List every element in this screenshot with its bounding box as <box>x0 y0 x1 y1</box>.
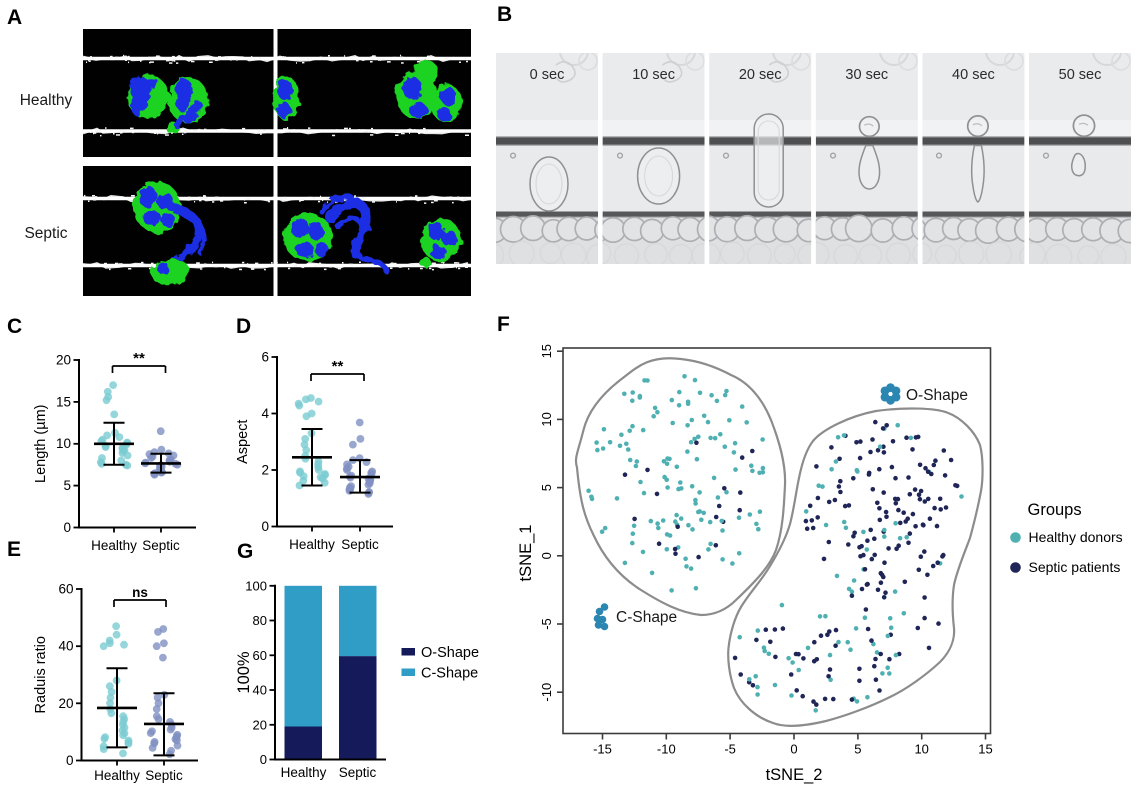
svg-text:B: B <box>497 3 512 26</box>
svg-text:Septic: Septic <box>339 765 377 780</box>
svg-text:0: 0 <box>66 753 74 768</box>
svg-text:100%: 100% <box>235 651 253 694</box>
svg-text:Aspect: Aspect <box>235 420 251 464</box>
svg-text:40: 40 <box>253 683 267 698</box>
svg-text:C-Shape: C-Shape <box>421 666 478 682</box>
svg-text:Groups: Groups <box>1028 501 1082 519</box>
svg-text:6: 6 <box>261 350 269 365</box>
svg-text:30 sec: 30 sec <box>845 67 888 83</box>
svg-text:10: 10 <box>539 412 554 426</box>
svg-text:-5: -5 <box>724 742 736 757</box>
svg-text:Healthy: Healthy <box>281 765 327 780</box>
svg-text:50 sec: 50 sec <box>1059 67 1102 83</box>
svg-text:G: G <box>237 540 253 563</box>
svg-text:Length (µm): Length (µm) <box>33 405 49 483</box>
svg-text:Septic: Septic <box>145 768 183 783</box>
svg-text:Healthy: Healthy <box>94 768 140 783</box>
svg-text:A: A <box>7 6 22 29</box>
svg-text:-10: -10 <box>539 683 554 702</box>
svg-text:0: 0 <box>790 742 797 757</box>
svg-text:Septic: Septic <box>341 537 379 552</box>
svg-text:Healthy donors: Healthy donors <box>1029 529 1123 545</box>
svg-text:0 sec: 0 sec <box>530 67 565 83</box>
svg-text:Septic patients: Septic patients <box>1029 559 1121 575</box>
svg-text:C: C <box>7 315 22 338</box>
svg-text:15: 15 <box>539 344 554 358</box>
svg-text:ns: ns <box>132 585 148 600</box>
svg-text:0: 0 <box>260 752 267 767</box>
svg-text:F: F <box>497 313 510 336</box>
svg-text:40 sec: 40 sec <box>952 67 995 83</box>
svg-text:20: 20 <box>253 717 267 732</box>
svg-text:tSNE_1: tSNE_1 <box>517 525 535 582</box>
svg-text:O-Shape: O-Shape <box>906 387 968 404</box>
svg-text:**: ** <box>332 358 344 375</box>
svg-text:tSNE_2: tSNE_2 <box>766 766 823 784</box>
svg-text:O-Shape: O-Shape <box>421 645 479 661</box>
svg-text:2: 2 <box>261 463 269 478</box>
svg-text:100: 100 <box>245 578 267 593</box>
svg-text:Healthy: Healthy <box>289 537 335 552</box>
svg-text:Septic: Septic <box>142 538 180 553</box>
svg-text:15: 15 <box>56 394 71 409</box>
svg-text:5: 5 <box>854 742 861 757</box>
svg-text:10: 10 <box>56 436 71 451</box>
svg-text:80: 80 <box>253 613 267 628</box>
svg-text:40: 40 <box>58 639 73 654</box>
svg-text:-10: -10 <box>657 742 676 757</box>
svg-text:0: 0 <box>261 519 269 534</box>
svg-text:Septic: Septic <box>24 225 67 242</box>
svg-text:20: 20 <box>56 353 71 368</box>
svg-text:20 sec: 20 sec <box>739 67 782 83</box>
svg-text:**: ** <box>133 350 145 367</box>
svg-text:-5: -5 <box>539 618 554 630</box>
svg-text:0: 0 <box>539 552 554 559</box>
svg-text:E: E <box>7 538 21 561</box>
svg-text:10: 10 <box>914 742 928 757</box>
svg-text:10 sec: 10 sec <box>632 67 675 83</box>
svg-text:60: 60 <box>253 648 267 663</box>
svg-text:5: 5 <box>539 484 554 491</box>
svg-text:Raduis ratio: Raduis ratio <box>33 636 49 713</box>
svg-text:15: 15 <box>978 742 992 757</box>
svg-text:-15: -15 <box>593 742 612 757</box>
svg-text:20: 20 <box>58 696 73 711</box>
svg-text:4: 4 <box>261 406 269 421</box>
svg-text:5: 5 <box>63 478 71 493</box>
svg-text:Healthy: Healthy <box>91 538 137 553</box>
svg-text:D: D <box>236 315 251 338</box>
svg-text:Healthy: Healthy <box>20 92 73 109</box>
svg-text:C-Shape: C-Shape <box>616 609 677 626</box>
svg-text:0: 0 <box>63 520 71 535</box>
svg-text:60: 60 <box>58 582 73 597</box>
